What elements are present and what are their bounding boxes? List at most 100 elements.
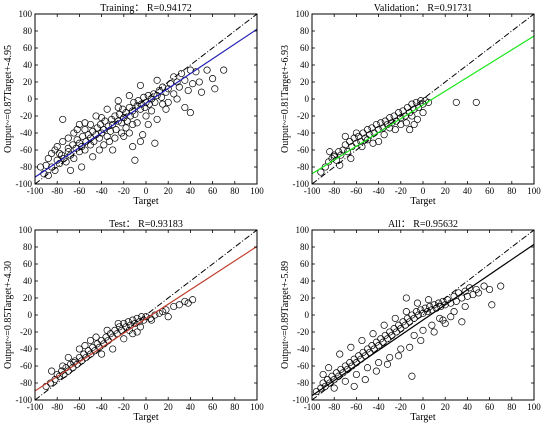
data-point (106, 127, 115, 135)
y-tick-label: 0 (28, 94, 33, 104)
y-tick-label: 20 (300, 77, 310, 87)
data-point (103, 326, 111, 334)
identity-line (312, 230, 534, 400)
data-point (220, 66, 228, 74)
data-point (417, 336, 425, 345)
y-tick-label: -60 (297, 145, 309, 155)
data-point (133, 328, 141, 336)
data-point (203, 66, 211, 74)
data-point (62, 158, 70, 166)
data-point (184, 299, 192, 307)
x-tick-label: -60 (350, 186, 362, 196)
data-point (114, 97, 122, 105)
data-point (391, 126, 399, 134)
data-point (73, 126, 81, 134)
data-point (59, 137, 67, 146)
data-point (98, 114, 106, 122)
x-tick-label: -20 (395, 402, 407, 412)
data-point (170, 302, 178, 311)
x-tick-label: 60 (485, 402, 495, 412)
data-point (189, 80, 197, 88)
x-tick-label: -60 (350, 402, 362, 412)
data-point (380, 131, 388, 139)
y-tick-label: -60 (20, 361, 32, 371)
y-tick-label: -20 (20, 111, 32, 121)
data-point (386, 353, 394, 362)
data-point (350, 382, 358, 390)
data-point (375, 359, 383, 367)
data-point (164, 98, 172, 106)
data-point (347, 154, 355, 163)
x-tick-label: -40 (373, 186, 385, 196)
y-tick-label: 0 (305, 310, 310, 320)
data-point (75, 120, 83, 129)
data-point (380, 321, 388, 329)
data-point (98, 350, 106, 358)
data-point (173, 78, 181, 86)
data-point (424, 98, 433, 106)
y-tick-label: 100 (296, 225, 310, 235)
data-point (135, 318, 143, 326)
data-point (401, 321, 409, 329)
data-point (406, 318, 414, 326)
data-point (55, 372, 63, 380)
data-point (92, 112, 100, 120)
y-tick-label: -40 (297, 128, 309, 138)
data-point (59, 362, 67, 370)
data-point (335, 372, 343, 380)
y-tick-label: -20 (297, 111, 309, 121)
data-point (118, 129, 126, 137)
data-point (151, 139, 159, 147)
y-tick-label: -100 (293, 179, 310, 189)
data-point (42, 161, 50, 169)
data-point (181, 76, 189, 84)
y-axis-label: Output~=0.87Target+-4.95 (3, 45, 14, 153)
x-tick-label: 20 (164, 402, 174, 412)
data-point (125, 129, 133, 137)
data-point (111, 112, 119, 120)
x-tick-label: -80 (51, 186, 63, 196)
chart-title: Test： R=0.93183 (109, 219, 183, 230)
data-point (370, 345, 378, 353)
data-point (100, 141, 108, 149)
x-tick-label: -80 (51, 402, 63, 412)
data-point (66, 166, 75, 174)
data-point (170, 73, 178, 81)
data-point (92, 333, 100, 341)
y-tick-label: -40 (297, 344, 309, 354)
x-tick-label: -60 (73, 402, 85, 412)
x-tick-label: -40 (373, 402, 385, 412)
data-point (410, 314, 418, 322)
identity-line (35, 230, 257, 400)
x-tick-label: -80 (328, 186, 340, 196)
data-point (48, 367, 56, 375)
data-point (408, 100, 416, 108)
y-tick-label: 100 (19, 225, 33, 235)
x-tick-label: -80 (328, 402, 340, 412)
data-point (368, 124, 376, 132)
data-point (75, 148, 83, 156)
data-point (377, 119, 385, 127)
data-point (91, 347, 99, 355)
y-tick-label: -40 (20, 344, 32, 354)
data-point (175, 83, 183, 91)
data-point (109, 345, 117, 353)
y-tick-label: 20 (23, 77, 33, 87)
x-tick-label: 60 (485, 186, 495, 196)
data-point (497, 282, 505, 290)
data-point (436, 314, 444, 322)
x-tick-label: -100 (304, 402, 321, 412)
data-point (189, 296, 197, 304)
data-point (406, 126, 414, 134)
data-point (95, 146, 103, 154)
data-point (175, 301, 183, 309)
data-point (129, 330, 137, 338)
panel-all: -100 -80 -60 -40 -20 0 20 40 60 80 100 -100 -80 -60 -4… (280, 219, 541, 423)
x-axis-label: Target (133, 196, 158, 207)
data-point (44, 154, 52, 163)
data-point (339, 146, 347, 154)
data-point (123, 117, 131, 125)
data-point (184, 86, 192, 95)
panel-validation: -100 -80 -60 -40 -20 0 20 40 60 80 100 -100 -80 -60 -4… (280, 3, 541, 207)
